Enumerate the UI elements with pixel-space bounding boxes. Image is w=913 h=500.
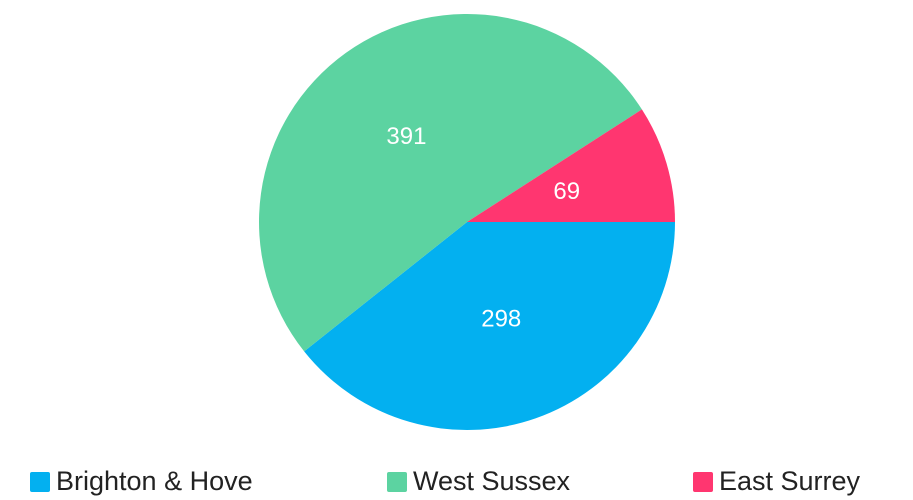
pie-slice [304,222,675,431]
slice-label: 298 [481,306,521,333]
legend-marker [387,472,407,492]
legend-text: West Sussex [413,466,571,496]
slice-label: 69 [553,178,580,205]
pie-slice [467,109,675,222]
legend-text: East Surrey [719,466,861,496]
legend-marker [693,472,713,492]
pie-slice [259,14,642,352]
slice-label: 391 [386,123,426,150]
legend-text: Brighton & Hove [56,466,253,496]
legend-marker [30,472,50,492]
